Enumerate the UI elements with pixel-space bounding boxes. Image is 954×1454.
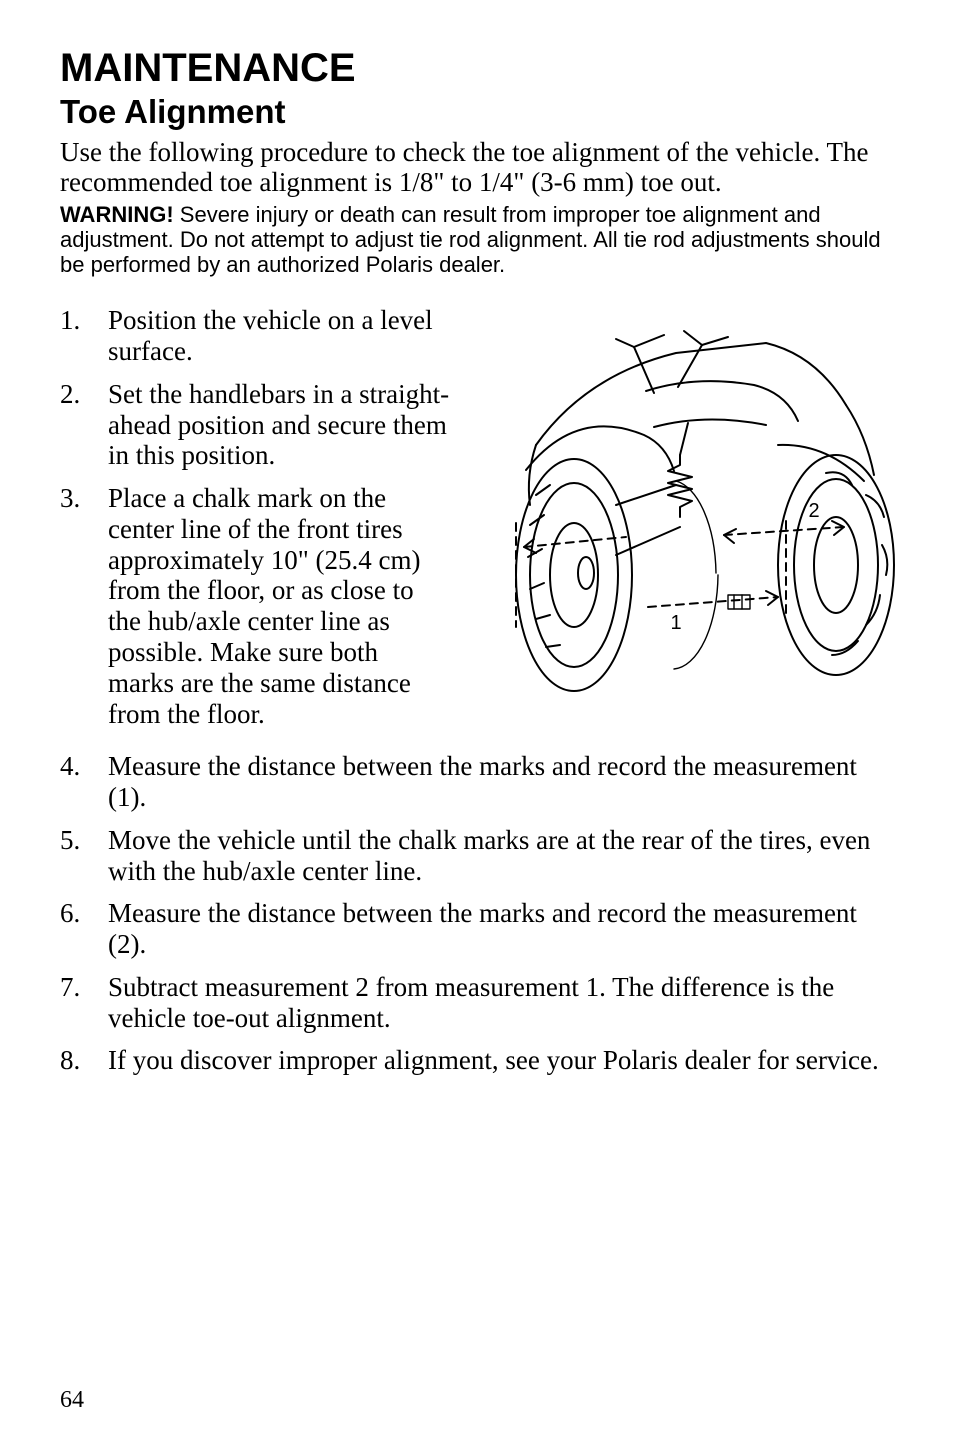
page-number: 64	[60, 1387, 84, 1414]
warning-text: Severe injury or death can result from i…	[60, 202, 881, 276]
step-item: Place a chalk mark on the center line of…	[60, 483, 450, 729]
step-item: If you discover improper alignment, see …	[60, 1045, 894, 1076]
step-item: Set the handlebars in a straight-ahead p…	[60, 379, 450, 471]
steps-list-1to3: Position the vehicle on a level surface.…	[60, 305, 450, 729]
diagram-label-1: 1	[670, 612, 681, 634]
diagram-label-2: 2	[808, 500, 819, 522]
warning-paragraph: WARNING! Severe injury or death can resu…	[60, 203, 894, 277]
steps-list-4to8: Measure the distance between the marks a…	[60, 751, 894, 1076]
step-item: Move the vehicle until the chalk marks a…	[60, 825, 894, 887]
step-item: Subtract measurement 2 from measurement …	[60, 972, 894, 1034]
warning-label: WARNING!	[60, 202, 174, 227]
two-column-region: Position the vehicle on a level surface.…	[60, 305, 894, 741]
intro-paragraph: Use the following procedure to check the…	[60, 137, 894, 197]
atv-toe-alignment-diagram: 1 2	[466, 295, 906, 715]
step-item: Measure the distance between the marks a…	[60, 898, 894, 960]
steps-left-column: Position the vehicle on a level surface.…	[60, 305, 450, 741]
diagram-column: 1 2	[466, 305, 894, 741]
section-heading: Toe Alignment	[60, 93, 894, 131]
atv-diagram-wrap: 1 2	[466, 305, 894, 725]
page-heading: MAINTENANCE	[60, 46, 894, 91]
step-item: Position the vehicle on a level surface.	[60, 305, 450, 367]
step-item: Measure the distance between the marks a…	[60, 751, 894, 813]
